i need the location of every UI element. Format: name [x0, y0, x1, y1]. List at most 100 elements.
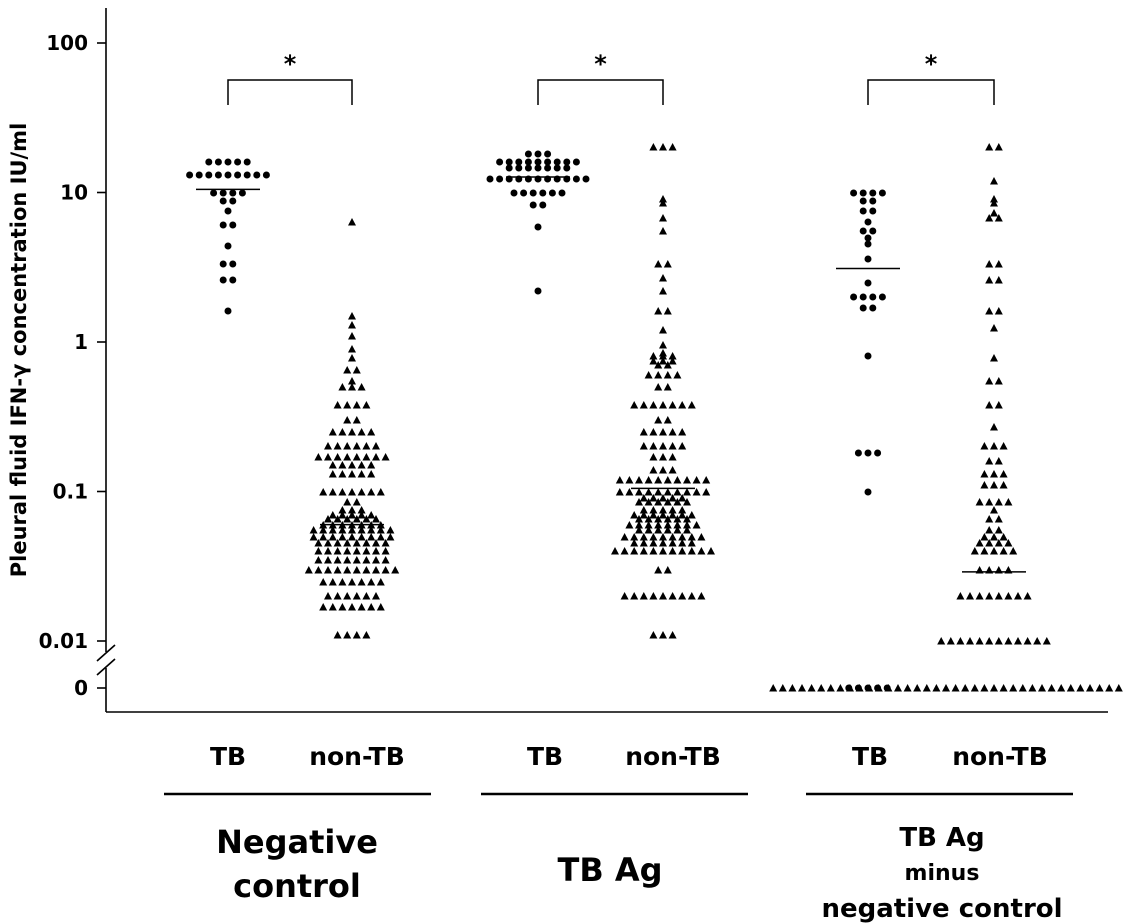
- tb-point: [864, 449, 872, 457]
- non-tb-point: [985, 526, 994, 534]
- non-tb-point: [630, 511, 639, 519]
- non-tb-point: [348, 578, 356, 586]
- non-tb-point: [668, 453, 677, 461]
- tb-point: [850, 293, 858, 301]
- non-tb-point: [357, 428, 366, 436]
- tb-point: [224, 242, 232, 250]
- non-tb-point: [668, 143, 677, 151]
- tb-point: [219, 221, 227, 229]
- tb-point: [864, 279, 872, 287]
- non-tb-point: [663, 416, 672, 424]
- non-tb-point: [333, 556, 342, 564]
- non-tb-point: [1023, 637, 1032, 645]
- non-tb-point: [348, 470, 356, 478]
- non-tb-point: [663, 515, 672, 523]
- tb-point: [553, 158, 561, 166]
- significance-bracket: [537, 79, 664, 105]
- tb-point: [524, 164, 532, 172]
- non-tb-point: [367, 428, 376, 436]
- tb-point: [224, 158, 232, 166]
- tb-point: [243, 171, 251, 179]
- non-tb-point: [994, 498, 1003, 506]
- non-tb-point: [683, 526, 691, 534]
- non-tb-point: [620, 592, 629, 600]
- non-tb-point: [975, 539, 984, 547]
- tb-point: [229, 197, 237, 205]
- non-tb-point: [357, 578, 366, 586]
- non-tb-point: [639, 547, 648, 555]
- non-tb-point: [328, 578, 337, 586]
- non-tb-point: [692, 488, 701, 496]
- non-tb-point: [659, 195, 667, 203]
- tb-point: [229, 189, 237, 197]
- non-tb-point: [946, 637, 955, 645]
- non-tb-point: [348, 511, 356, 519]
- non-tb-point: [348, 383, 356, 391]
- non-tb-point: [970, 684, 979, 692]
- tb-point: [544, 158, 552, 166]
- tb-point: [224, 307, 232, 315]
- non-tb-point: [1009, 547, 1018, 555]
- non-tb-point: [659, 631, 667, 639]
- non-tb-point: [683, 515, 691, 523]
- non-tb-point: [372, 539, 380, 547]
- non-tb-point: [348, 603, 356, 611]
- non-tb-point: [376, 488, 385, 496]
- significance-star: *: [925, 50, 938, 78]
- non-tb-point: [994, 526, 1003, 534]
- non-tb-point: [884, 684, 893, 692]
- non-tb-point: [372, 453, 380, 461]
- non-tb-point: [649, 533, 658, 541]
- non-tb-point: [357, 383, 366, 391]
- non-tb-point: [678, 592, 687, 600]
- non-tb-point: [644, 488, 653, 496]
- x-category-label: TB: [852, 742, 888, 771]
- tb-point: [219, 260, 227, 268]
- non-tb-point: [668, 494, 677, 502]
- non-tb-point: [985, 539, 994, 547]
- non-tb-point: [343, 631, 352, 639]
- non-tb-point: [333, 515, 342, 523]
- non-tb-point: [707, 547, 715, 555]
- non-tb-point: [625, 521, 634, 529]
- tb-point: [878, 293, 886, 301]
- non-tb-point: [319, 526, 328, 534]
- non-tb-point: [319, 488, 328, 496]
- non-tb-point: [639, 506, 648, 514]
- tb-point: [534, 158, 542, 166]
- non-tb-point: [999, 533, 1008, 541]
- non-tb-point: [630, 401, 639, 409]
- non-tb-point: [654, 307, 663, 315]
- non-tb-point: [999, 442, 1008, 450]
- non-tb-point: [649, 547, 658, 555]
- group-title-line: control: [233, 867, 361, 905]
- non-tb-point: [343, 498, 352, 506]
- non-tb-point: [702, 488, 711, 496]
- non-tb-point: [654, 260, 663, 268]
- significance-star: *: [284, 50, 297, 78]
- tb-point: [553, 164, 561, 172]
- tb-point: [572, 158, 580, 166]
- tb-point: [850, 189, 858, 197]
- non-tb-point: [372, 566, 380, 574]
- non-tb-point: [668, 539, 677, 547]
- y-tick-label: 0.01: [39, 629, 88, 653]
- tb-point: [864, 255, 872, 263]
- non-tb-point: [659, 341, 667, 349]
- y-tick-label: 100: [46, 31, 88, 55]
- tb-point: [229, 276, 237, 284]
- non-tb-point: [328, 526, 337, 534]
- tb-point: [529, 201, 537, 209]
- non-tb-point: [348, 428, 356, 436]
- non-tb-point: [309, 526, 318, 534]
- non-tb-point: [352, 366, 361, 374]
- tb-point: [243, 158, 251, 166]
- x-axis-labels: TB non-TB TB non-TB TB non-TB Negative control T…: [164, 742, 1073, 924]
- tb-point: [864, 352, 872, 360]
- non-tb-point: [635, 521, 643, 529]
- tb-point: [219, 197, 227, 205]
- non-tb-point: [367, 526, 376, 534]
- non-tb-point: [319, 533, 328, 541]
- non-tb-point: [376, 603, 385, 611]
